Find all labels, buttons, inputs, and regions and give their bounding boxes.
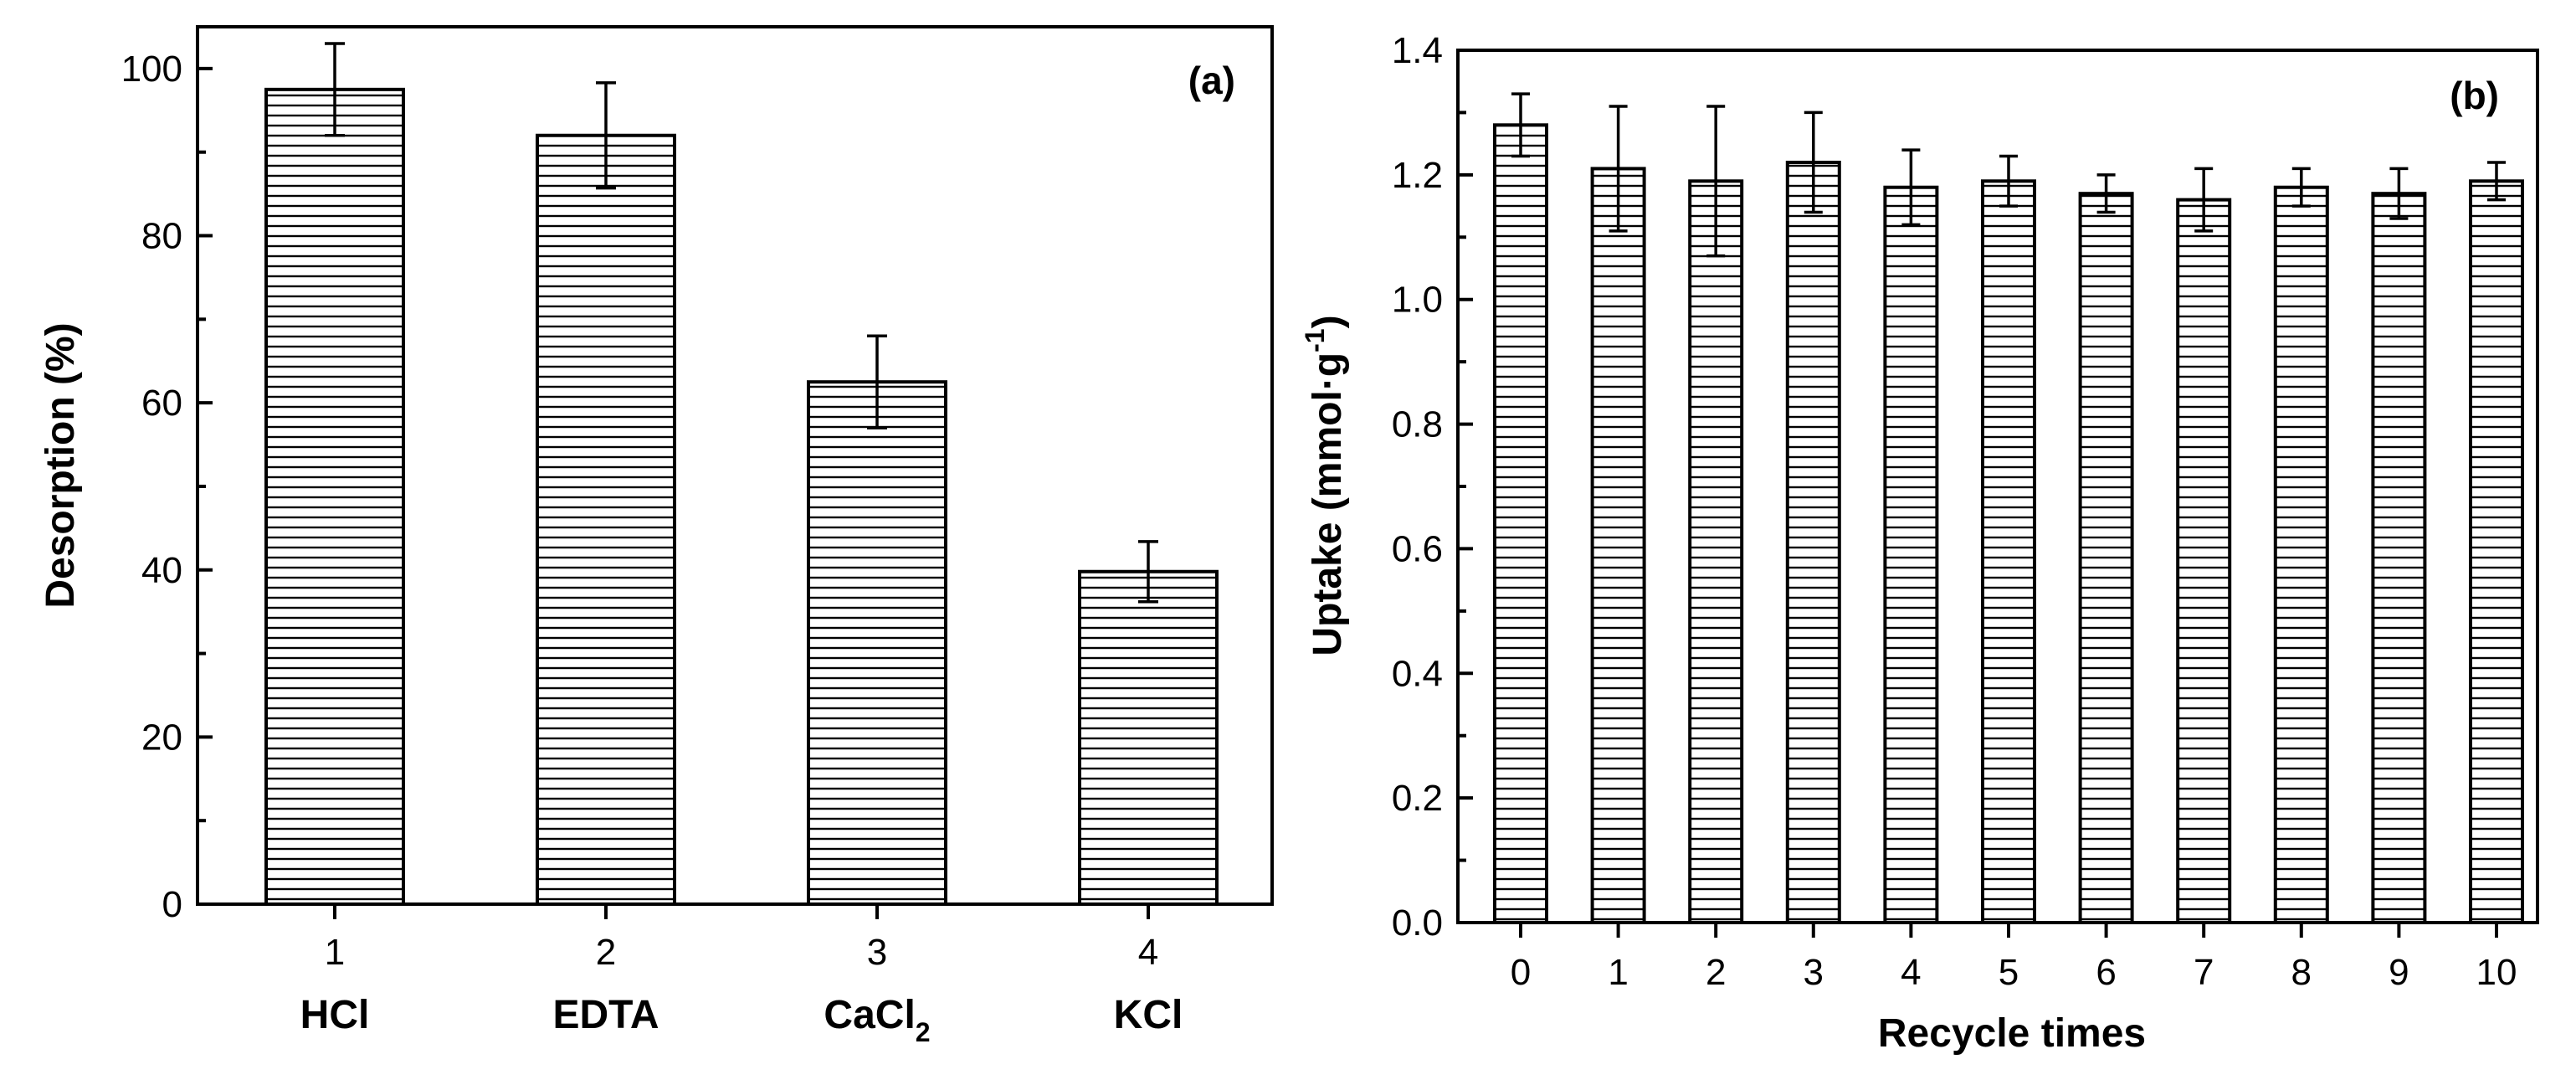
y-tick-label: 1.2	[1392, 155, 1443, 196]
bar	[1078, 569, 1219, 907]
bar	[264, 87, 405, 907]
bar	[2176, 198, 2232, 924]
x-tick-label: 4	[1901, 952, 1921, 993]
category-name: HCl	[300, 993, 370, 1037]
error-bar	[2096, 173, 2116, 214]
error-bar	[2194, 167, 2214, 233]
category-name: EDTA	[552, 993, 659, 1037]
x-tick-label: 9	[2389, 952, 2409, 993]
x-tick-label: 10	[2476, 952, 2517, 993]
error-bar	[1609, 105, 1628, 233]
x-tick-label: 3	[867, 932, 887, 973]
category-name: CaCl2	[824, 993, 930, 1047]
bar	[2469, 179, 2524, 925]
y-tick-label: 1.0	[1392, 280, 1443, 321]
x-tick-label: 4	[1138, 932, 1158, 973]
y-axis-label-a: Desorption (%)	[38, 322, 83, 608]
x-tick-label: 8	[2291, 952, 2312, 993]
error-bar	[1511, 92, 1530, 158]
plot-frame-a	[196, 25, 1274, 906]
bar	[1493, 123, 1548, 925]
panel-label-b: (b)	[2450, 74, 2499, 117]
y-axis-label-b-sup: -1	[1300, 328, 1330, 352]
bar	[1590, 167, 1646, 924]
error-bar	[1999, 154, 2018, 208]
y-tick-label: 0.8	[1392, 404, 1443, 445]
x-tick-label: 1	[325, 932, 345, 973]
x-tick-labels-a: 1 HCl 2 EDTA 3 CaCl2 4 KCl	[300, 904, 1183, 1047]
y-axis-label-b-main: Uptake (mmol·g	[1306, 352, 1350, 656]
error-bar	[867, 334, 887, 429]
y-tick-label: 60	[141, 383, 182, 424]
bar	[1883, 185, 1939, 924]
x-tick-label: 3	[1804, 952, 1824, 993]
panel-a: 0 20 40 60 80 100 1 HCl 2 EDTA 3 CaCl2 4 KCl Desorpt…	[38, 25, 1274, 1047]
y-axis-label-b: Uptake (mmol·g-1)	[1300, 315, 1350, 656]
y-tick-label: 0.0	[1392, 902, 1443, 944]
y-tick-label: 0.2	[1392, 778, 1443, 819]
x-tick-label: 1	[1608, 952, 1628, 993]
x-axis-label-b: Recycle times	[1878, 1011, 2146, 1056]
x-tick-labels-b: 0 1 2 3 4 5 6 7 8 9 10	[1511, 923, 2517, 993]
y-ticks-b: 0.0 0.2 0.4 0.6 0.8 1.0 1.2 1.4	[1392, 30, 1473, 944]
category-name: KCl	[1114, 993, 1183, 1037]
y-tick-label: 1.4	[1392, 30, 1443, 71]
bar	[2273, 185, 2329, 924]
bars-a	[264, 42, 1219, 907]
y-tick-label: 40	[141, 550, 182, 591]
y-tick-label: 20	[141, 717, 182, 758]
y-tick-label: 80	[141, 216, 182, 257]
bar	[2078, 192, 2134, 924]
x-tick-label: 2	[1706, 952, 1726, 993]
error-bar	[1138, 540, 1158, 604]
y-tick-label: 0.6	[1392, 528, 1443, 569]
y-tick-label: 100	[121, 49, 182, 90]
y-tick-label: 0	[162, 884, 182, 925]
error-bar	[1901, 148, 1921, 227]
x-tick-label: 7	[2194, 952, 2214, 993]
y-tick-label: 0.4	[1392, 653, 1443, 694]
bar	[1981, 179, 2036, 925]
bar	[1785, 160, 1841, 924]
bar	[536, 133, 676, 906]
panel-b: 0.0 0.2 0.4 0.6 0.8 1.0 1.2 1.4 0 1 2 3 4 5 6 7 8 9 10 Re…	[1300, 30, 2539, 1056]
error-bar	[2487, 161, 2506, 202]
bar	[2371, 192, 2427, 924]
y-axis-label-b-end: )	[1306, 315, 1350, 328]
error-bar	[1706, 105, 1726, 258]
bar	[807, 380, 947, 906]
error-bar	[1804, 111, 1823, 214]
error-bar	[2389, 167, 2409, 220]
x-tick-label: 6	[2096, 952, 2116, 993]
x-tick-label: 5	[1999, 952, 2019, 993]
bars-b	[1493, 92, 2524, 925]
x-tick-label: 0	[1511, 952, 1531, 993]
y-ticks-a: 0 20 40 60 80 100	[121, 49, 213, 925]
error-bar	[2291, 167, 2311, 208]
panel-label-a: (a)	[1188, 59, 1235, 102]
error-bar	[325, 42, 345, 137]
error-bar	[596, 81, 616, 190]
bar	[1688, 179, 1744, 925]
x-tick-label: 2	[596, 932, 616, 973]
